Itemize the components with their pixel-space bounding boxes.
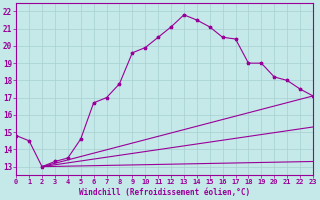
X-axis label: Windchill (Refroidissement éolien,°C): Windchill (Refroidissement éolien,°C) bbox=[79, 188, 250, 197]
